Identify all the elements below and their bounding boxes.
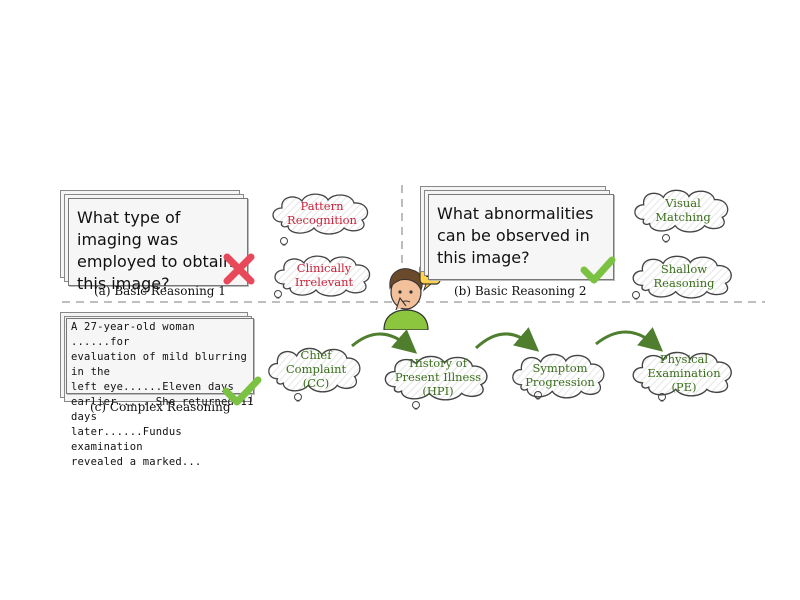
cross-mark-icon bbox=[223, 253, 255, 285]
lightbulb-icon bbox=[662, 234, 670, 243]
cloud-label: Shallow Reasoning bbox=[653, 262, 715, 290]
arrow-hpi-to-symptom bbox=[474, 327, 540, 352]
cloud-pattern-recognition: Pattern Recognition bbox=[268, 190, 376, 236]
thinking-person-icon bbox=[383, 268, 429, 330]
case-description: A 27-year-old woman ......for evaluation… bbox=[71, 320, 257, 470]
caption-b: (b) Basic Reasoning 2 bbox=[454, 284, 587, 298]
lightbulb-icon bbox=[280, 237, 288, 246]
step-chief-complaint: Chief Complaint (CC) bbox=[264, 344, 368, 394]
check-mark-icon bbox=[580, 256, 616, 284]
question-card-a: What type of imaging was employed to obt… bbox=[68, 198, 248, 293]
arrow-cc-to-hpi bbox=[351, 329, 418, 354]
question-text-a: What type of imaging was employed to obt… bbox=[77, 208, 234, 293]
step-history-present-illness: History of Present Illness (HPI) bbox=[380, 352, 496, 402]
lightbulb-icon bbox=[412, 401, 420, 410]
step-symptom-progression: Symptom Progression bbox=[508, 350, 612, 400]
case-line: later......Fundus examination bbox=[71, 426, 182, 453]
case-card: A 27-year-old woman ......for evaluation… bbox=[66, 318, 254, 468]
case-line: A 27-year-old woman ......for bbox=[71, 321, 195, 348]
case-line: evaluation of mild blurring in the bbox=[71, 351, 248, 378]
step-label: Chief Complaint (CC) bbox=[285, 348, 347, 390]
caption-a: (a) Basic Reasoning 1 bbox=[94, 284, 226, 298]
question-card-b: What abnormalities can be observed in th… bbox=[428, 194, 614, 280]
cloud-label: Clinically Irrelevant bbox=[294, 261, 354, 289]
step-label: Symptom Progression bbox=[525, 361, 595, 389]
cloud-visual-matching: Visual Matching bbox=[630, 186, 736, 234]
case-line: earlier......She returned 11 days bbox=[71, 396, 254, 423]
cloud-label: Visual Matching bbox=[655, 196, 711, 224]
case-line: left eye......Eleven days bbox=[71, 381, 235, 393]
arrow-symptom-to-pe bbox=[595, 327, 664, 352]
case-line: revealed a marked... bbox=[71, 456, 202, 468]
check-mark-icon bbox=[222, 376, 262, 406]
question-text-b: What abnormalities can be observed in th… bbox=[437, 204, 594, 267]
step-label: Physical Examination (PE) bbox=[647, 352, 721, 394]
caption-c: (c) Complex Reasoning bbox=[90, 400, 231, 414]
step-label: History of Present Illness (HPI) bbox=[394, 356, 482, 398]
lightbulb-icon bbox=[294, 393, 302, 402]
step-physical-examination: Physical Examination (PE) bbox=[628, 348, 740, 398]
cloud-label: Pattern Recognition bbox=[287, 199, 357, 227]
cloud-shallow-reasoning: Shallow Reasoning bbox=[628, 252, 740, 300]
cloud-clinically-irrelevant: Clinically Irrelevant bbox=[270, 252, 378, 298]
lightbulb-icon bbox=[632, 291, 640, 300]
lightbulb-icon bbox=[658, 393, 666, 402]
lightbulb-icon bbox=[274, 290, 282, 299]
lightbulb-icon bbox=[534, 391, 542, 400]
